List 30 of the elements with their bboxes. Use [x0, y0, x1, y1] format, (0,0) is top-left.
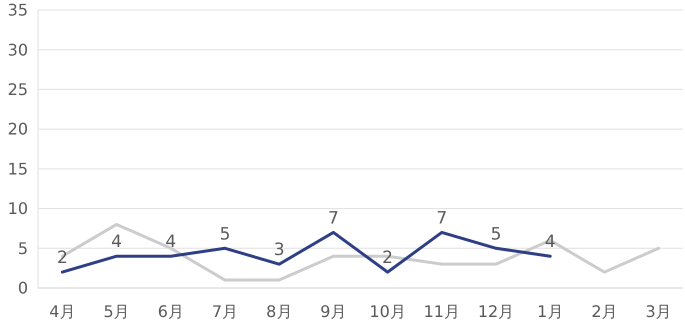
- x-tick-label: 11月: [424, 302, 460, 321]
- data-label: 2: [382, 248, 394, 268]
- data-label: 7: [328, 208, 339, 228]
- x-tick-label: 10月: [369, 302, 406, 321]
- y-tick-label: 0: [18, 278, 28, 298]
- y-tick-label: 35: [8, 0, 28, 20]
- y-tick-label: 5: [18, 238, 28, 258]
- x-tick-label: 2月: [591, 302, 618, 321]
- data-label: 3: [274, 240, 285, 260]
- data-label: 4: [111, 232, 122, 252]
- y-tick-label: 30: [8, 40, 28, 60]
- x-tick-label: 7月: [212, 302, 238, 321]
- data-label: 7: [436, 208, 448, 228]
- y-tick-label: 25: [8, 80, 28, 100]
- x-tick-label: 5月: [104, 302, 130, 321]
- data-label: 4: [544, 232, 556, 252]
- x-tick-label: 6月: [158, 302, 184, 321]
- x-tick-label: 3月: [646, 302, 672, 321]
- data-label: 5: [220, 224, 230, 244]
- y-tick-label: 15: [8, 159, 28, 178]
- data-label: 5: [490, 224, 502, 244]
- data-label: 2: [56, 248, 68, 268]
- x-tick-label: 12月: [478, 302, 514, 321]
- y-tick-label: 20: [8, 120, 28, 139]
- data-label: 4: [165, 232, 176, 252]
- x-tick-label: 4月: [49, 302, 76, 321]
- x-tick-label: 9月: [320, 302, 346, 321]
- x-tick-label: 1月: [537, 302, 564, 321]
- y-tick-label: 10: [8, 199, 28, 218]
- x-tick-label: 8月: [266, 302, 292, 321]
